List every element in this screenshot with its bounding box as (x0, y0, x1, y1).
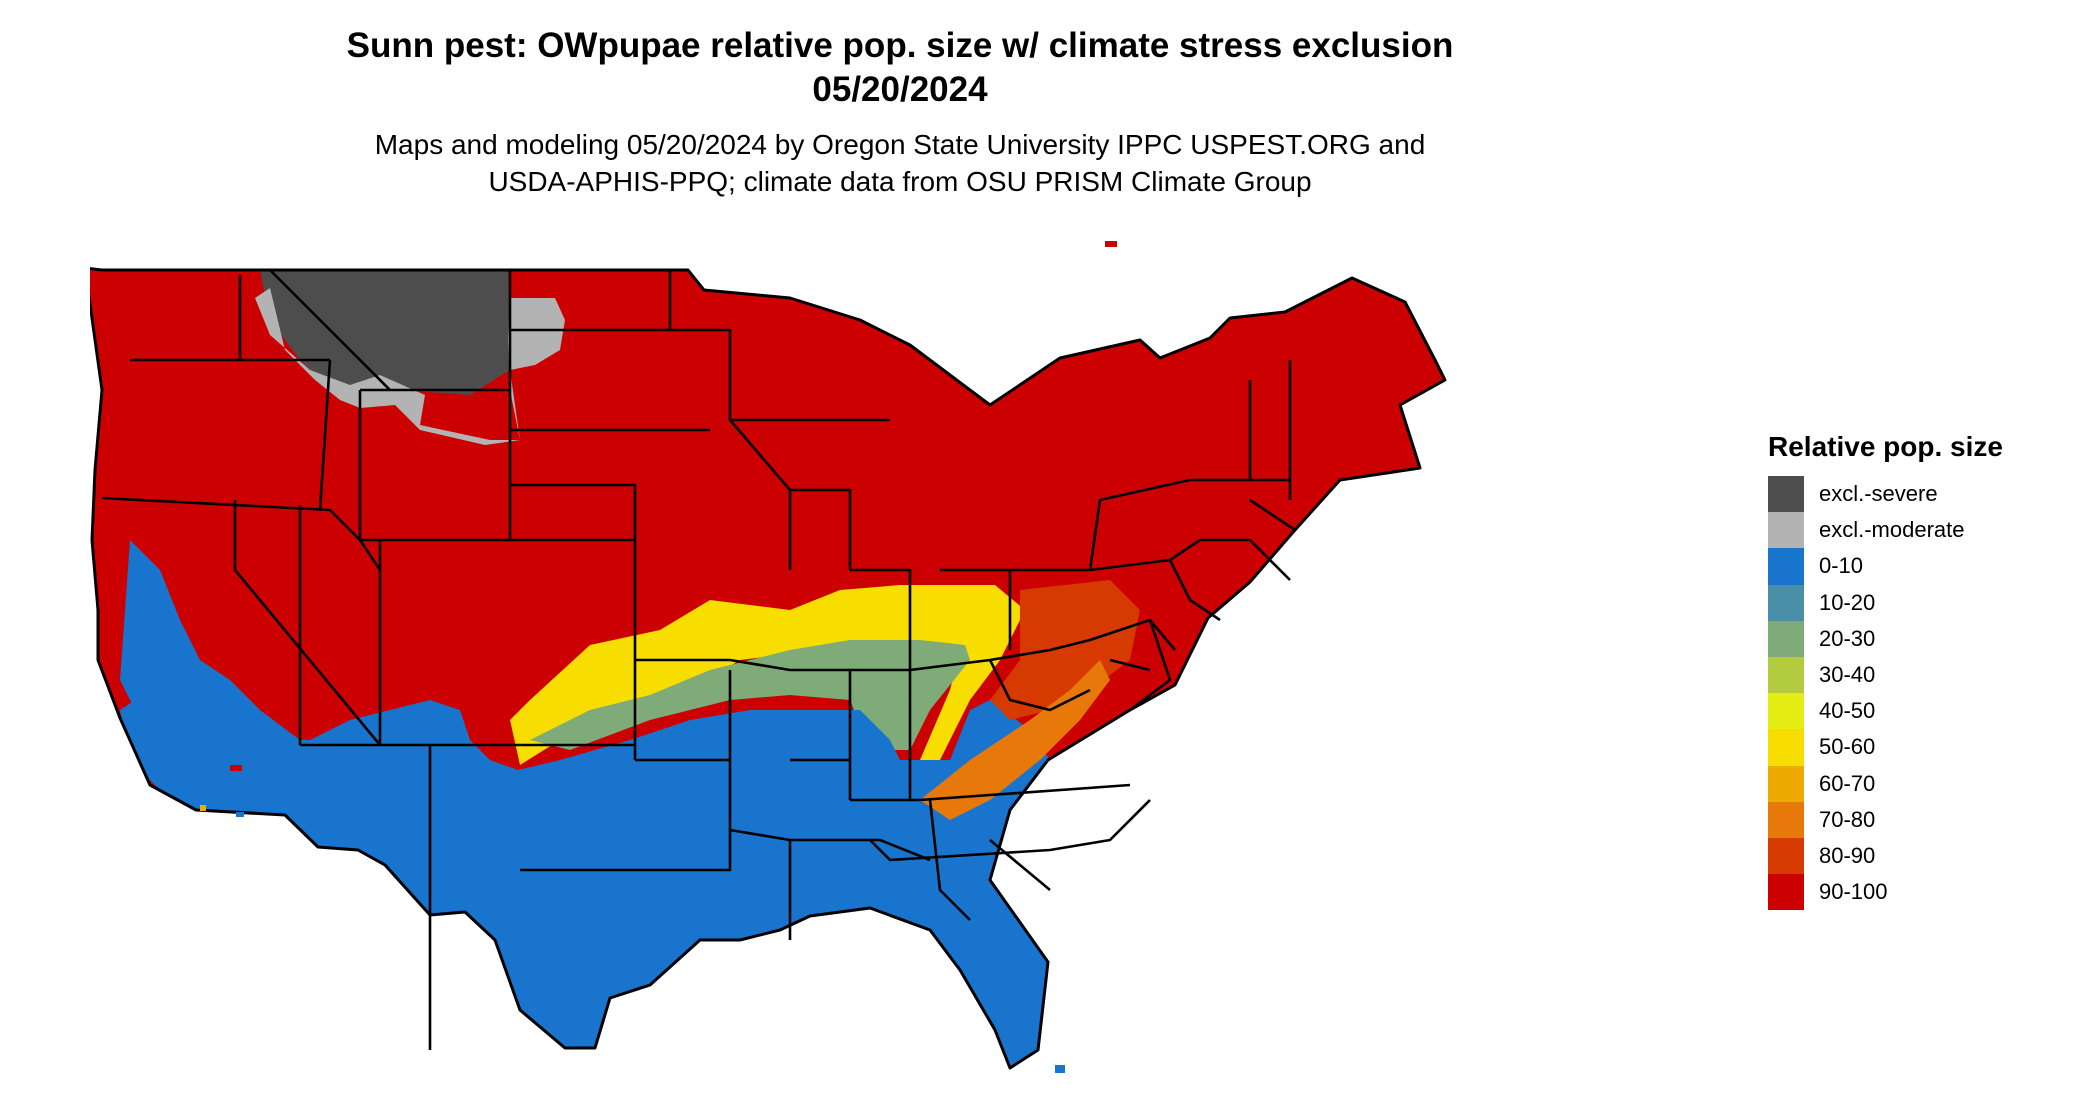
legend-swatch (1768, 656, 1804, 694)
map-subtitle-line-2: USDA-APHIS-PPQ; climate data from OSU PR… (488, 166, 1312, 197)
legend-item-10-20: 10-20 (1768, 584, 2003, 621)
legend-swatch (1768, 584, 1804, 621)
legend-label: 60-70 (1819, 770, 1876, 796)
legend-label: 70-80 (1819, 806, 1876, 832)
map-title: Sunn pest: OWpupae relative pop. size w/… (346, 26, 1454, 65)
map-subtitle-line-1: Maps and modeling 05/20/2024 by Oregon S… (374, 129, 1426, 160)
state-borders (101, 269, 1296, 1050)
legend-swatch (1768, 512, 1804, 549)
legend-label: excl.-severe (1819, 481, 1938, 507)
legend-label: 40-50 (1819, 698, 1876, 724)
legend-swatch (1768, 729, 1804, 766)
legend-item-80-90: 80-90 (1768, 837, 2003, 875)
legend-swatch (1768, 476, 1804, 513)
legend-swatch (1768, 693, 1804, 730)
legend-label: 30-40 (1819, 662, 1876, 688)
legend-item-excl-severe: excl.-severe (1768, 476, 2003, 513)
legend-label: 50-60 (1819, 734, 1876, 760)
legend-item-0-10: 0-10 (1768, 548, 2003, 585)
legend-swatch (1768, 874, 1804, 911)
legend-swatch (1768, 801, 1804, 838)
legend-item-20-30: 20-30 (1768, 620, 2003, 657)
legend-label: 20-30 (1819, 625, 1876, 651)
legend-label: 0-10 (1819, 553, 1864, 579)
legend-swatch (1768, 620, 1804, 657)
coastal-specks (200, 241, 1117, 1073)
us-outline (90, 267, 1447, 1070)
zone-exclusion-moderate (255, 288, 565, 445)
legend-item-60-70: 60-70 (1768, 765, 2003, 802)
legend-label: 80-90 (1819, 842, 1876, 868)
legend-swatch (1768, 837, 1804, 875)
legend: Relative pop. size excl.-severe excl.-mo… (1768, 430, 2003, 911)
legend-item-90-100: 90-100 (1768, 874, 2003, 911)
legend-item-30-40: 30-40 (1768, 656, 2003, 694)
legend-item-50-60: 50-60 (1768, 729, 2003, 766)
legend-label: 10-20 (1819, 589, 1876, 615)
map-date: 05/20/2024 (812, 70, 988, 109)
legend-item-excl-moderate: excl.-moderate (1768, 512, 2003, 549)
legend-label: excl.-moderate (1819, 517, 1965, 543)
legend-items: excl.-severe excl.-moderate 0-10 10-20 2… (1768, 476, 2003, 911)
legend-item-70-80: 70-80 (1768, 801, 2003, 838)
zone-appalachian-band (920, 660, 1110, 820)
legend-title: Relative pop. size (1768, 431, 2003, 462)
zone-east-edge (990, 580, 1140, 720)
legend-label: 90-100 (1819, 879, 1888, 905)
legend-swatch (1768, 765, 1804, 802)
zone-southwest-low (120, 540, 420, 830)
us-map (90, 241, 1447, 1073)
zone-exclusion-severe (260, 270, 510, 400)
zone-transition-band (510, 585, 1025, 765)
legend-swatch (1768, 548, 1804, 585)
legend-item-40-50: 40-50 (1768, 693, 2003, 730)
